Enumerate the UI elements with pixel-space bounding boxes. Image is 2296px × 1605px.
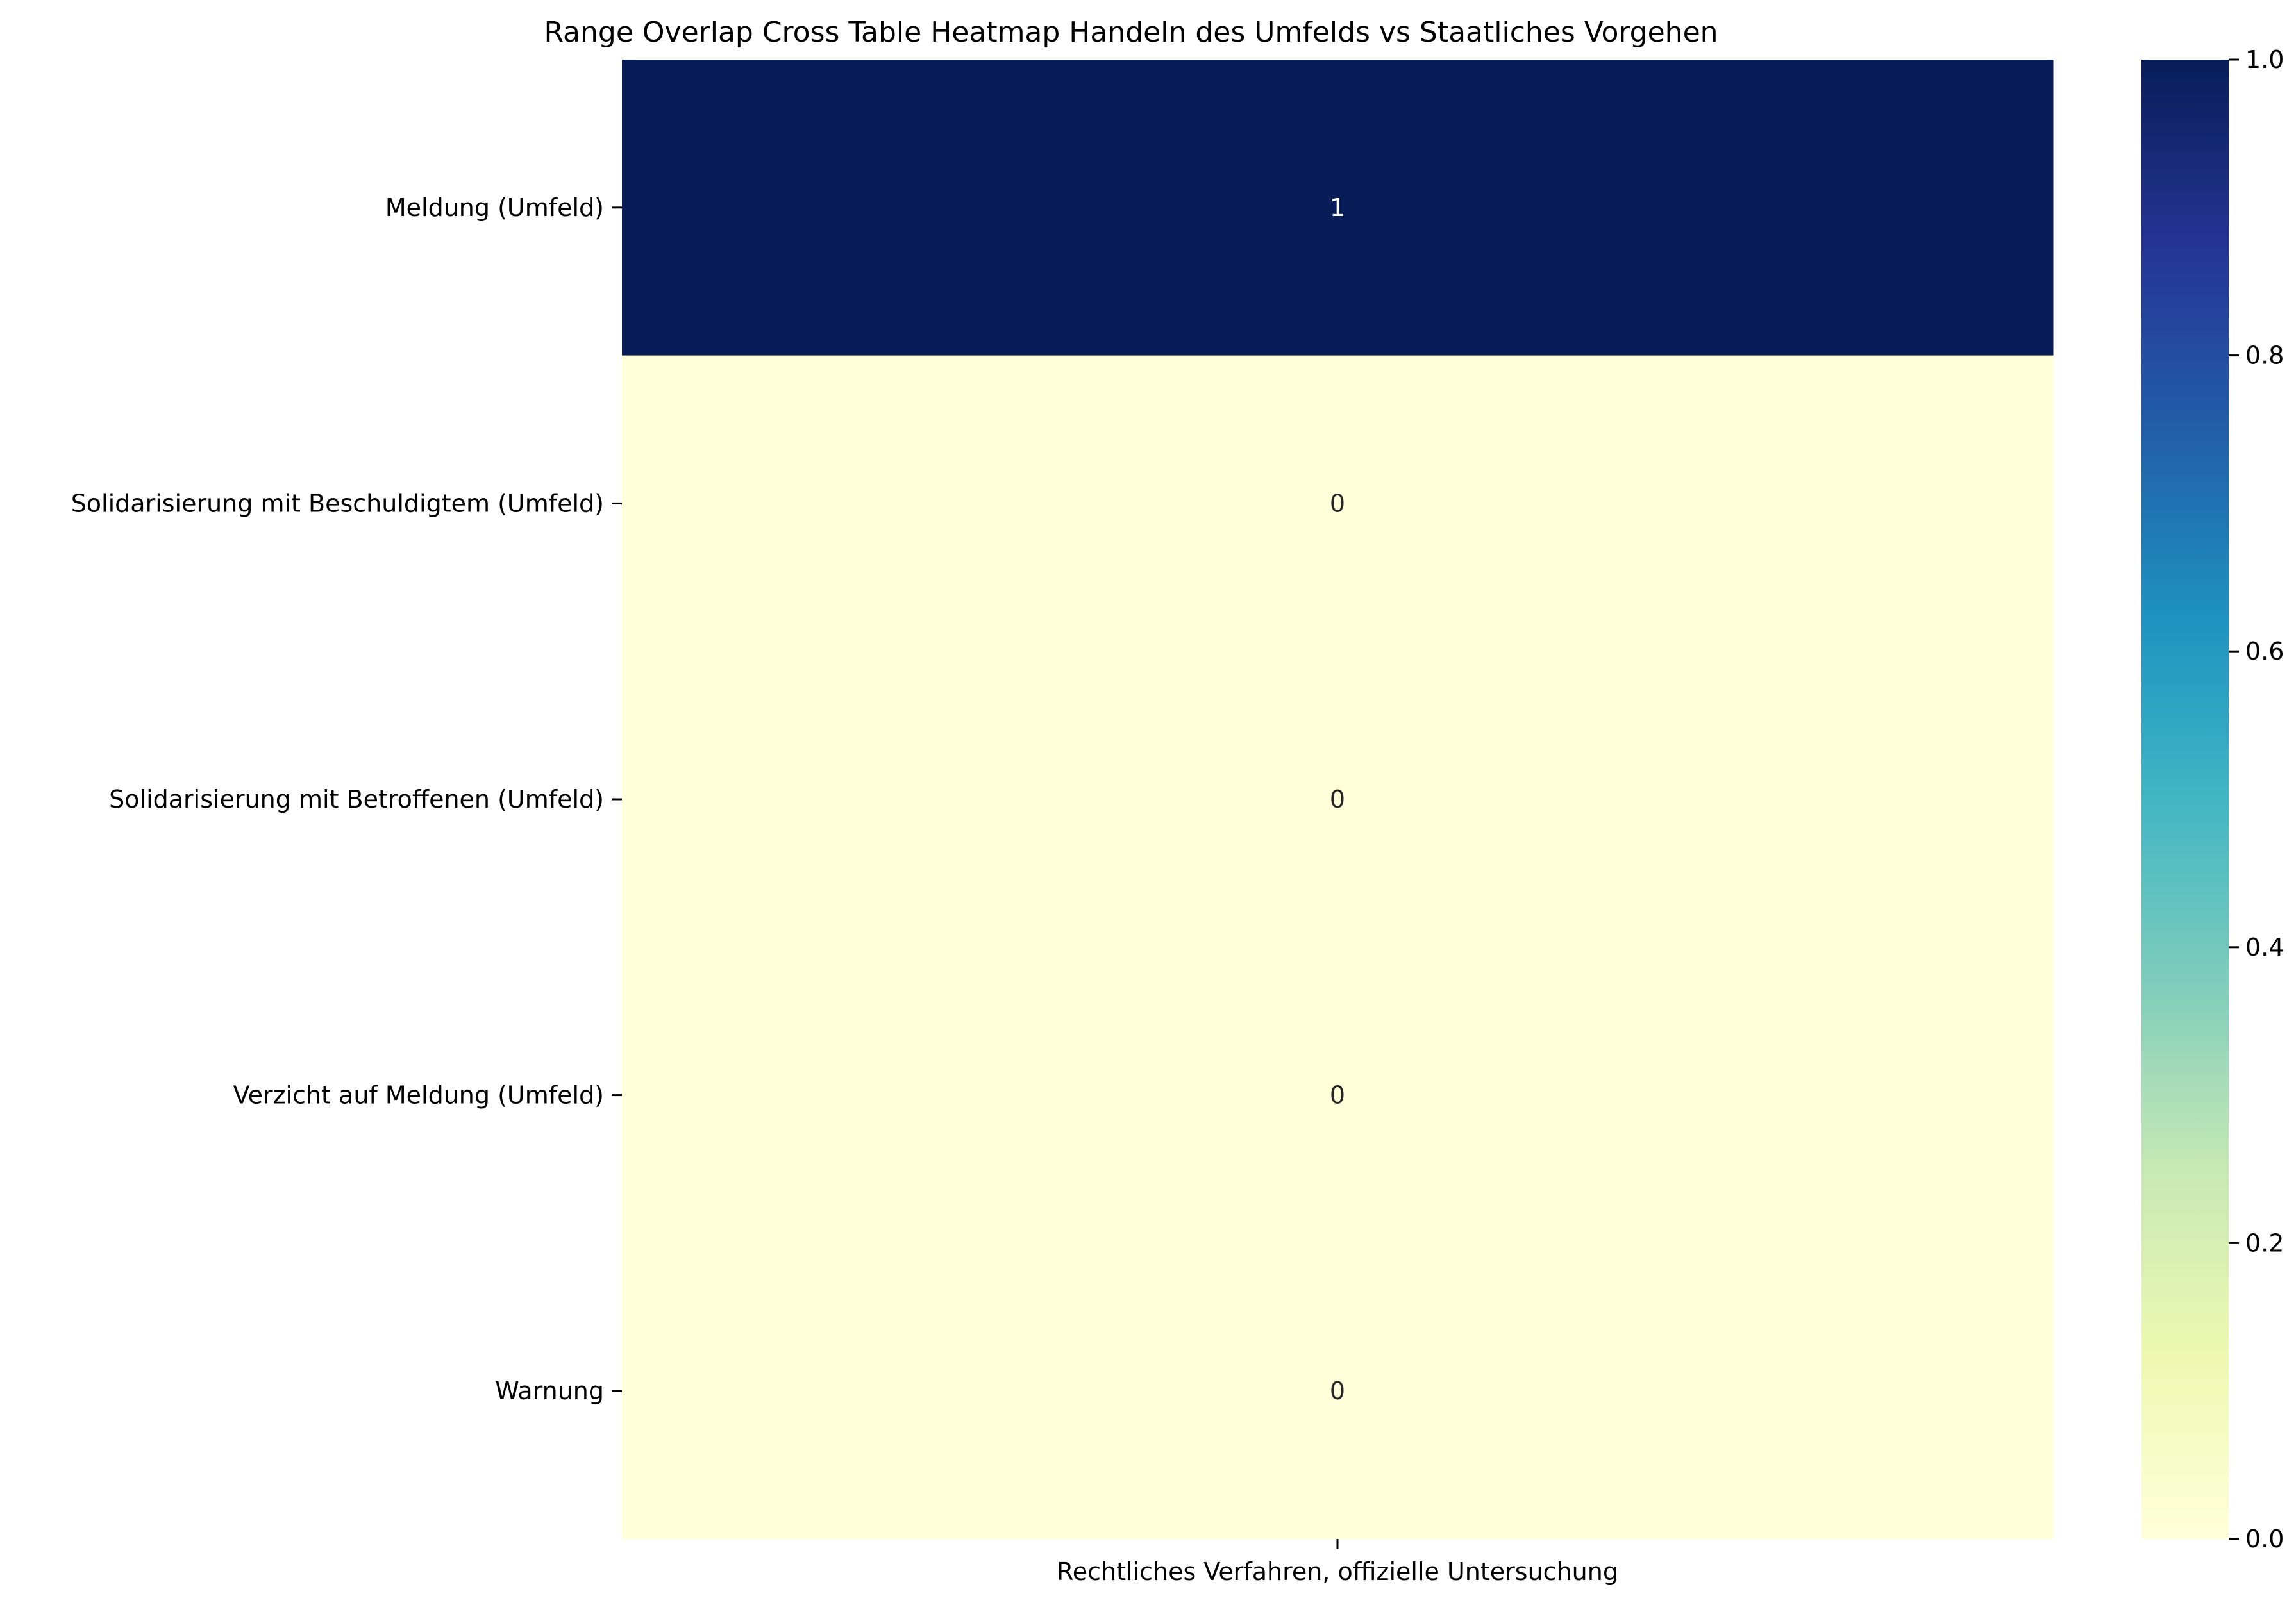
colorbar-tick-label: 1.0 <box>2245 46 2284 74</box>
heatmap-cells <box>622 60 2054 1540</box>
x-axis: Rechtliches Verfahren, offizielle Unters… <box>1057 1539 1618 1586</box>
heatmap-cell-labels: 1 0 0 0 0 <box>1330 194 1345 1405</box>
cell-annotation: 0 <box>1330 1377 1345 1405</box>
colorbar-tick-label: 0.2 <box>2245 1229 2284 1257</box>
heatmap-cell <box>622 355 2054 652</box>
colorbar-tick-label: 0.6 <box>2245 637 2284 665</box>
cell-annotation: 1 <box>1330 194 1345 222</box>
cell-annotation: 0 <box>1330 785 1345 813</box>
y-tick-label: Solidarisierung mit Betroffenen (Umfeld) <box>109 785 604 813</box>
heatmap-cell <box>622 947 2054 1243</box>
heatmap-cell <box>622 651 2054 948</box>
heatmap-cell <box>622 60 2054 356</box>
x-tick-label: Rechtliches Verfahren, offizielle Unters… <box>1057 1558 1618 1586</box>
y-tick-label: Verzicht auf Meldung (Umfeld) <box>233 1081 604 1110</box>
colorbar-tick-label: 0.0 <box>2245 1525 2284 1553</box>
heatmap-cell <box>622 1243 2054 1540</box>
colorbar-ticks: 0.0 0.2 0.4 0.6 0.8 1.0 <box>2229 46 2284 1553</box>
cell-annotation: 0 <box>1330 1081 1345 1110</box>
colorbar: 0.0 0.2 0.4 0.6 0.8 1.0 <box>2141 46 2284 1553</box>
y-axis: Meldung (Umfeld) Solidarisierung mit Besc… <box>71 194 622 1405</box>
y-tick-label: Meldung (Umfeld) <box>385 194 604 222</box>
chart-title: Range Overlap Cross Table Heatmap Handel… <box>544 16 1718 49</box>
cell-annotation: 0 <box>1330 489 1345 517</box>
y-tick-label: Solidarisierung mit Beschuldigtem (Umfel… <box>71 489 604 517</box>
colorbar-tick-label: 0.8 <box>2245 342 2284 370</box>
colorbar-gradient <box>2141 60 2229 1539</box>
y-tick-label: Warnung <box>495 1377 604 1405</box>
colorbar-tick-label: 0.4 <box>2245 933 2284 961</box>
